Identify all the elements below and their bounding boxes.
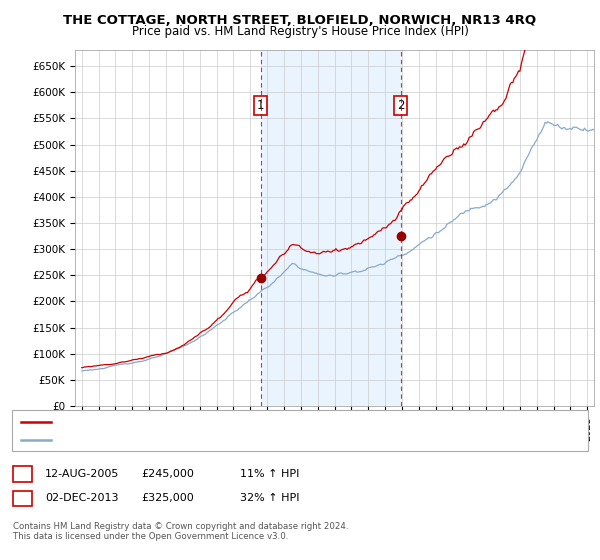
- Text: THE COTTAGE, NORTH STREET, BLOFIELD, NORWICH, NR13 4RQ: THE COTTAGE, NORTH STREET, BLOFIELD, NOR…: [64, 14, 536, 27]
- Text: 11% ↑ HPI: 11% ↑ HPI: [240, 469, 299, 479]
- Text: 12-AUG-2005: 12-AUG-2005: [45, 469, 119, 479]
- Text: 1: 1: [19, 469, 26, 479]
- Text: THE COTTAGE, NORTH STREET, BLOFIELD, NORWICH, NR13 4RQ (detached house): THE COTTAGE, NORTH STREET, BLOFIELD, NOR…: [57, 417, 484, 427]
- Text: £245,000: £245,000: [141, 469, 194, 479]
- Bar: [260, 50, 401, 406]
- Text: 2: 2: [397, 99, 404, 112]
- Text: 02-DEC-2013: 02-DEC-2013: [45, 493, 119, 503]
- Text: 2: 2: [19, 493, 26, 503]
- Text: £325,000: £325,000: [141, 493, 194, 503]
- Text: HPI: Average price, detached house, Broadland: HPI: Average price, detached house, Broa…: [57, 435, 303, 445]
- Text: Price paid vs. HM Land Registry's House Price Index (HPI): Price paid vs. HM Land Registry's House …: [131, 25, 469, 38]
- Text: 1: 1: [257, 99, 265, 112]
- Text: Contains HM Land Registry data © Crown copyright and database right 2024.
This d: Contains HM Land Registry data © Crown c…: [13, 522, 349, 542]
- Text: 32% ↑ HPI: 32% ↑ HPI: [240, 493, 299, 503]
